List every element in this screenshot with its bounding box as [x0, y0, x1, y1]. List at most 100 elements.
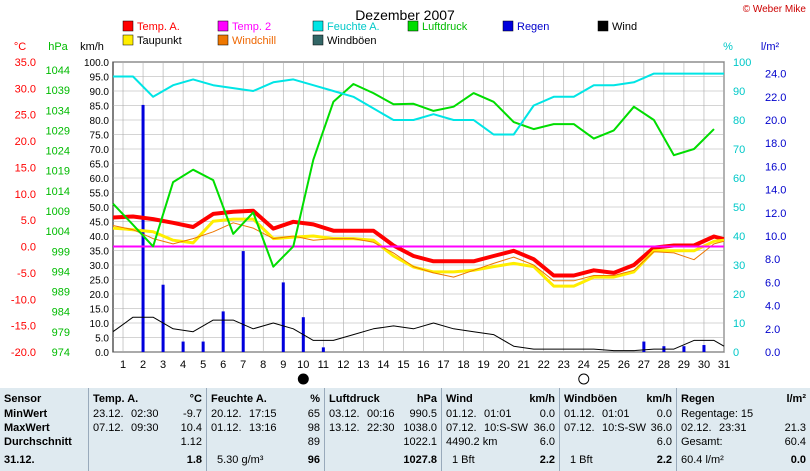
row-label-min: MinWert	[4, 408, 48, 420]
legend-label: Windchill	[232, 35, 276, 47]
tick-label-humidity: 30	[733, 260, 745, 272]
tick-label-humidity: 80	[733, 115, 745, 127]
tick-label-day: 7	[240, 359, 246, 371]
tick-label-temp: -15.0	[11, 321, 36, 333]
chart-axes: 100.095.090.085.080.075.070.065.060.055.…	[11, 57, 787, 359]
tick-label-day: 27	[638, 359, 650, 371]
tick-label-wind: 95.0	[90, 73, 110, 84]
tick-label-pressure: 1044	[46, 65, 70, 77]
legend-label: Windböen	[327, 35, 377, 47]
legend-label: Luftdruck	[422, 21, 468, 33]
stats-sensor-header: Sensor	[4, 393, 42, 405]
rain-bar	[181, 341, 185, 352]
tick-label-pressure: 1009	[46, 206, 70, 218]
tick-label-day: 21	[518, 359, 530, 371]
tick-label-wind: 100.0	[84, 58, 109, 69]
tick-label-pressure: 974	[52, 347, 70, 359]
axis-units: °C hPa km/h% l/m²	[14, 41, 780, 53]
series-lines	[112, 72, 725, 352]
tick-label-day: 12	[337, 359, 349, 371]
stats-gust-column: Windböen km/h 01.12. 01:01 0.0 07.12. 10:S-S…	[564, 393, 672, 466]
full-moon-icon	[578, 373, 590, 385]
tick-label-day: 20	[498, 359, 510, 371]
series-feuchte-a-	[113, 72, 724, 136]
tick-label-temp: 25.0	[15, 110, 36, 122]
stats-temp-header: Temp. A.	[93, 393, 139, 405]
tick-label-temp: 0.0	[21, 242, 36, 254]
tick-label-temp: -20.0	[11, 347, 36, 359]
tick-label-day: 14	[377, 359, 389, 371]
new-moon-icon	[297, 373, 309, 385]
row-label-max: MaxWert	[4, 422, 50, 434]
tick-label-humidity: 0	[733, 347, 739, 359]
tick-label-pressure: 1029	[46, 125, 70, 137]
tick-label-rain: 8.0	[765, 254, 780, 266]
tick-label-day: 8	[260, 359, 266, 371]
stats-wind-column: Wind km/h 01.12. 01:01 0.0 07.12. 10:S-SW 36.…	[446, 393, 555, 466]
axis-unit: hPa	[48, 41, 68, 53]
rain-bar	[201, 341, 205, 352]
tick-label-day: 23	[558, 359, 570, 371]
tick-label-wind: 0.0	[95, 348, 109, 359]
axis-unit: %	[723, 41, 733, 53]
tick-label-temp: 35.0	[15, 57, 36, 69]
legend-label: Wind	[612, 21, 637, 33]
legend-swatch	[502, 20, 514, 32]
stats-rain-column: Regen l/m² Regentage: 15 02.12. 23:31 21.3 …	[681, 393, 806, 466]
stats-temp-column: Temp. A. °C 23.12. 02:30 -9.7 07.12. 09:30 10…	[93, 393, 202, 466]
row-label-avg: Durchschnitt	[4, 436, 72, 448]
tick-label-rain: 0.0	[765, 347, 780, 359]
tick-label-wind: 55.0	[90, 189, 110, 200]
weather-chart: Dezember 2007 © Weber Mike Temp. A. Temp.…	[11, 4, 806, 385]
rain-bar	[141, 104, 145, 352]
tick-label-rain: 4.0	[765, 301, 780, 313]
tick-label-pressure: 1014	[46, 186, 70, 198]
legend-label: Feuchte A.	[327, 21, 380, 33]
tick-label-day: 10	[297, 359, 309, 371]
legend-swatch	[122, 34, 134, 46]
chart-legend: Temp. A. Temp. 2 Feuchte A. Luftdruck Regen W…	[122, 20, 637, 47]
tick-label-day: 29	[678, 359, 690, 371]
rain-bar	[241, 251, 245, 352]
legend-swatch	[122, 20, 134, 32]
tick-label-rain: 22.0	[765, 92, 786, 104]
tick-label-pressure: 1034	[46, 105, 70, 117]
tick-label-day: 2	[140, 359, 146, 371]
tick-label-temp: 30.0	[15, 83, 36, 95]
tick-label-rain: 20.0	[765, 115, 786, 127]
tick-label-wind: 10.0	[90, 319, 110, 330]
legend-label: Temp. A.	[137, 21, 180, 33]
tick-label-rain: 10.0	[765, 231, 786, 243]
tick-label-wind: 85.0	[90, 102, 110, 113]
tick-label-day: 9	[280, 359, 286, 371]
tick-label-pressure: 994	[52, 266, 70, 278]
tick-label-humidity: 50	[733, 202, 745, 214]
tick-label-day: 19	[477, 359, 489, 371]
legend-swatch	[597, 20, 609, 32]
legend-swatch	[312, 20, 324, 32]
tick-label-day: 5	[200, 359, 206, 371]
tick-label-rain: 16.0	[765, 161, 786, 173]
tick-label-day: 31	[718, 359, 730, 371]
tick-label-day: 11	[318, 359, 329, 371]
tick-label-humidity: 20	[733, 289, 745, 301]
tick-label-day: 28	[658, 359, 670, 371]
tick-label-wind: 60.0	[90, 174, 110, 185]
tick-label-wind: 75.0	[90, 131, 110, 142]
legend-swatch	[407, 20, 419, 32]
tick-label-pressure: 989	[52, 287, 70, 299]
legend-label: Taupunkt	[137, 35, 182, 47]
axis-unit: l/m²	[761, 41, 780, 53]
series-luftdruck	[112, 83, 715, 268]
tick-label-rain: 18.0	[765, 138, 786, 150]
tick-label-pressure: 1039	[46, 85, 70, 97]
tick-label-pressure: 984	[52, 307, 70, 319]
tick-label-wind: 45.0	[90, 218, 110, 229]
current-temp: 1.8	[186, 454, 202, 466]
legend-swatch	[217, 20, 229, 32]
axis-unit: km/h	[80, 41, 104, 53]
tick-label-day: 1	[120, 359, 126, 371]
tick-label-pressure: 999	[52, 246, 70, 258]
series-temp-a-	[112, 208, 725, 278]
tick-label-pressure: 979	[52, 327, 70, 339]
